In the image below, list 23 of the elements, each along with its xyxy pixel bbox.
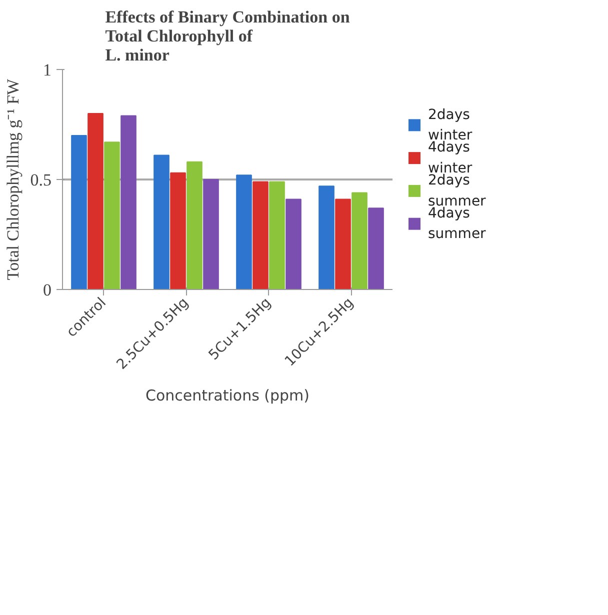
bar bbox=[335, 198, 351, 290]
bar bbox=[120, 115, 136, 290]
bar bbox=[236, 174, 252, 290]
chart-title: Effects of Binary Combination on Total Chlorophyll of L. minor bbox=[105, 8, 350, 64]
legend-label: 4days summer bbox=[428, 205, 486, 242]
bar bbox=[170, 172, 186, 290]
bar bbox=[368, 208, 384, 290]
bar bbox=[269, 181, 285, 290]
bar bbox=[104, 142, 120, 290]
bar bbox=[88, 113, 104, 290]
y-tick-label: 0 bbox=[43, 280, 52, 300]
x-axis-title: Concentrations (ppm) bbox=[145, 386, 310, 405]
y-axis-title: Total Chlorophylllmg g⁻¹ FW bbox=[3, 78, 22, 280]
bar bbox=[352, 192, 368, 290]
y-tick-label: 1 bbox=[43, 60, 52, 80]
bar bbox=[252, 181, 268, 290]
bar bbox=[186, 161, 202, 290]
bar bbox=[286, 198, 302, 290]
bar bbox=[203, 179, 219, 290]
bar bbox=[318, 186, 334, 290]
bar bbox=[154, 154, 170, 290]
bar bbox=[71, 135, 87, 290]
y-tick-label: 0.5 bbox=[30, 170, 52, 190]
